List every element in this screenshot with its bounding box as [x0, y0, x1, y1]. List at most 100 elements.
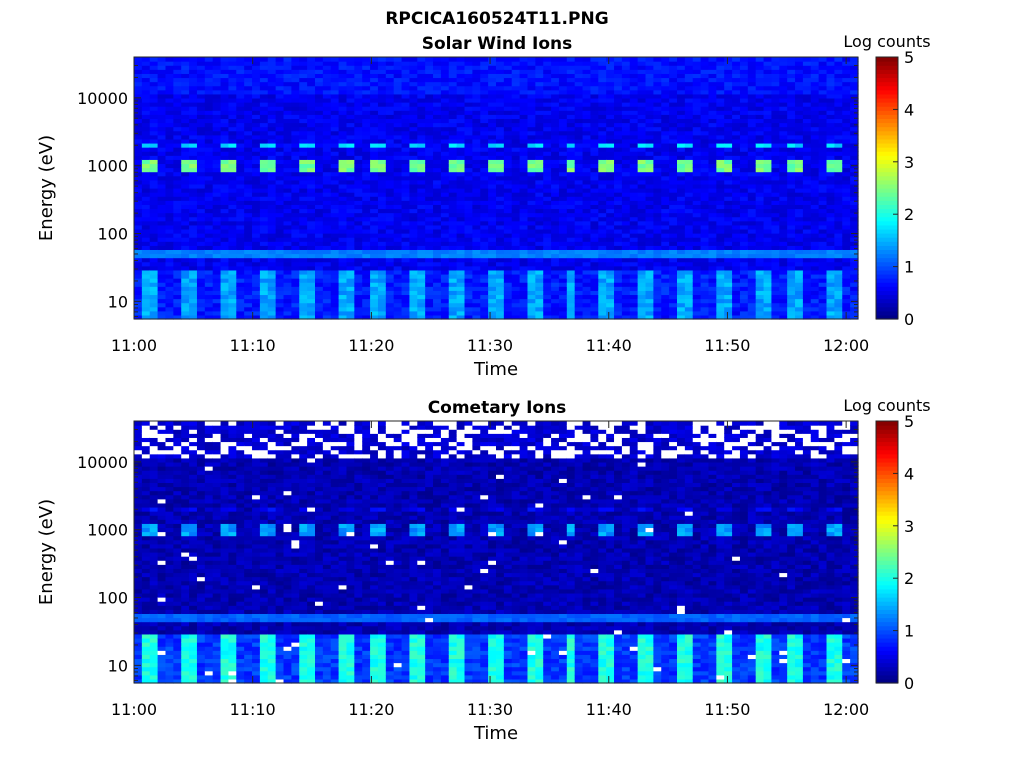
spectrogram-cell	[196, 220, 206, 226]
spectrogram-cell	[621, 192, 631, 197]
spectrogram-cell	[196, 155, 206, 160]
spectrogram-cell	[629, 126, 639, 132]
spectrogram-cell	[259, 159, 269, 165]
spectrogram-cell	[519, 204, 529, 210]
spectrogram-cell	[141, 265, 151, 271]
spectrogram-cell	[385, 241, 395, 246]
spectrogram-cell	[291, 69, 300, 74]
spectrogram-cell	[456, 118, 466, 124]
spectrogram-cell	[566, 102, 576, 107]
spectrogram-cell	[259, 61, 269, 66]
spectrogram-cell	[283, 163, 292, 169]
spectrogram-cell	[401, 306, 411, 312]
spectrogram-cell	[551, 249, 560, 255]
spectrogram-cell	[464, 241, 473, 246]
spectrogram-cell	[669, 278, 678, 283]
spectrogram-cell	[637, 212, 647, 218]
spectrogram-cell	[456, 286, 466, 291]
spectrogram-cell	[472, 286, 481, 291]
spectrogram-cell	[739, 151, 749, 156]
spectrogram-cell	[134, 65, 143, 70]
spectrogram-cell	[543, 257, 552, 263]
spectrogram-cell	[354, 241, 363, 246]
spectrogram-cell	[244, 179, 253, 185]
spectrogram-cell	[401, 265, 411, 271]
spectrogram-cell	[464, 257, 473, 263]
spectrogram-cell	[732, 130, 741, 136]
spectrogram-cell	[677, 138, 686, 144]
spectrogram-cell	[590, 212, 599, 218]
spectrogram-cell	[315, 151, 324, 156]
spectrogram-cell	[606, 269, 615, 275]
spectrogram-cell	[732, 298, 741, 304]
spectrogram-cell	[307, 310, 316, 316]
spectrogram-cell	[307, 77, 316, 83]
spectrogram-cell	[732, 106, 741, 111]
spectrogram-cell	[629, 151, 639, 156]
spectrogram-cell	[488, 282, 497, 287]
spectrogram-cell	[196, 208, 206, 214]
spectrogram-cell	[134, 224, 143, 230]
spectrogram-cell	[252, 237, 261, 242]
spectrogram-cell	[338, 286, 348, 291]
spectrogram-cell	[440, 233, 450, 238]
spectrogram-cell	[346, 97, 355, 103]
spectrogram-cell	[189, 65, 198, 70]
spectrogram-cell	[370, 183, 379, 189]
spectrogram-cell	[212, 65, 222, 70]
spectrogram-cell	[354, 97, 363, 103]
spectrogram-cell	[551, 286, 560, 291]
spectrogram-cell	[385, 122, 395, 128]
spectrogram-cell	[299, 233, 308, 238]
spectrogram-cell	[220, 106, 230, 111]
spectrogram-cell	[409, 93, 418, 99]
spectrogram-cell	[370, 171, 379, 177]
spectrogram-cell	[629, 110, 639, 115]
spectrogram-cell	[448, 102, 458, 107]
spectrogram-cell	[692, 245, 702, 250]
spectrogram-cell	[212, 93, 222, 99]
spectrogram-cell	[181, 282, 190, 287]
spectrogram-cell	[275, 126, 285, 132]
spectrogram-cell	[661, 220, 670, 226]
spectrogram-cell	[212, 163, 222, 169]
spectrogram-cell	[558, 57, 568, 62]
spectrogram-cell	[283, 73, 292, 79]
spectrogram-cell	[346, 261, 355, 267]
spectrogram-cell	[299, 273, 308, 279]
spectrogram-cell	[574, 204, 584, 210]
spectrogram-cell	[614, 138, 623, 144]
spectrogram-cell	[519, 175, 529, 181]
spectrogram-cell	[700, 57, 710, 62]
spectrogram-cell	[330, 147, 340, 152]
spectrogram-cell	[338, 196, 348, 201]
spectrogram-cell	[307, 224, 316, 230]
spectrogram-cell	[393, 224, 403, 230]
spectrogram-cell	[739, 126, 749, 132]
spectrogram-cell	[527, 183, 536, 189]
spectrogram-cell	[433, 163, 442, 169]
spectrogram-cell	[488, 290, 497, 296]
spectrogram-cell	[551, 306, 560, 312]
spectrogram-cell	[653, 237, 662, 242]
spectrogram-cell	[141, 257, 151, 263]
spectrogram-cell	[196, 151, 206, 156]
spectrogram-cell	[275, 237, 285, 242]
spectrogram-cell	[393, 253, 403, 259]
spectrogram-cell	[149, 212, 159, 218]
spectrogram-cell	[220, 85, 230, 91]
spectrogram-cell	[393, 220, 403, 226]
spectrogram-cell	[527, 273, 536, 279]
spectrogram-cell	[252, 265, 261, 271]
spectrogram-cell	[700, 89, 710, 95]
spectrogram-cell	[315, 314, 324, 320]
spectrogram-cell	[393, 273, 403, 279]
spectrogram-cell	[739, 212, 749, 218]
spectrogram-cell	[401, 278, 411, 283]
spectrogram-cell	[480, 130, 489, 136]
spectrogram-cell	[417, 208, 426, 214]
spectrogram-cell	[558, 310, 568, 316]
spectrogram-cell	[307, 245, 316, 250]
spectrogram-cell	[362, 171, 371, 177]
spectrogram-cell	[606, 126, 615, 132]
